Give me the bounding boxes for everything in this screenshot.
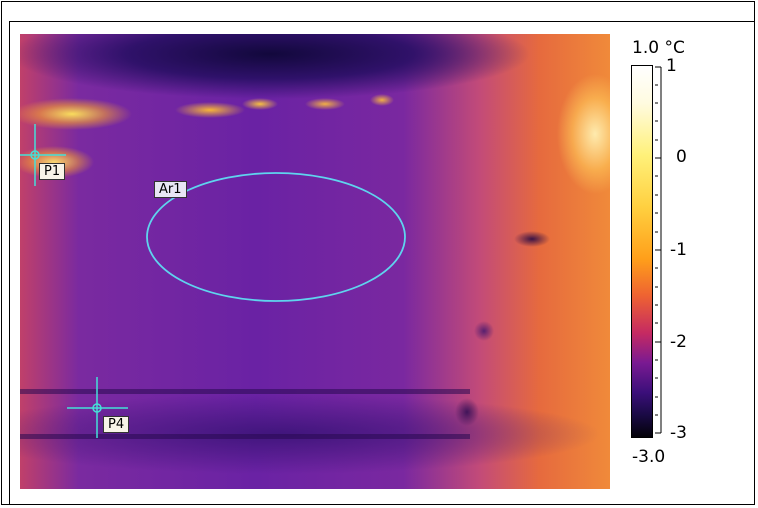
- scale-min-label: -3.0: [632, 447, 666, 467]
- scale-tick-label: -3: [670, 423, 687, 443]
- inner-frame: [9, 21, 755, 505]
- scale-max-label: 1.0 °C: [632, 38, 685, 58]
- spot-label-p1[interactable]: P1: [39, 163, 66, 180]
- area-ellipse-ar1[interactable]: [146, 172, 406, 302]
- area-label-ar1[interactable]: Ar1: [154, 181, 187, 198]
- thermal-image[interactable]: [20, 34, 610, 489]
- dark-band: [20, 434, 470, 439]
- color-scale-bar: [631, 65, 653, 438]
- scale-tick-label: -2: [670, 332, 687, 352]
- crosshair-center: [30, 150, 40, 160]
- colorbar-ticks: [655, 66, 662, 434]
- scale-tick-label: -1: [670, 240, 687, 260]
- spot-label-p4[interactable]: P4: [103, 416, 130, 433]
- crosshair-center: [92, 403, 102, 413]
- scale-tick-label: 1: [666, 56, 677, 76]
- scale-tick-label: 0: [676, 147, 687, 167]
- dark-band: [20, 389, 470, 394]
- spot-marker-p4[interactable]: [67, 377, 128, 438]
- spot-marker-p1[interactable]: [20, 124, 66, 186]
